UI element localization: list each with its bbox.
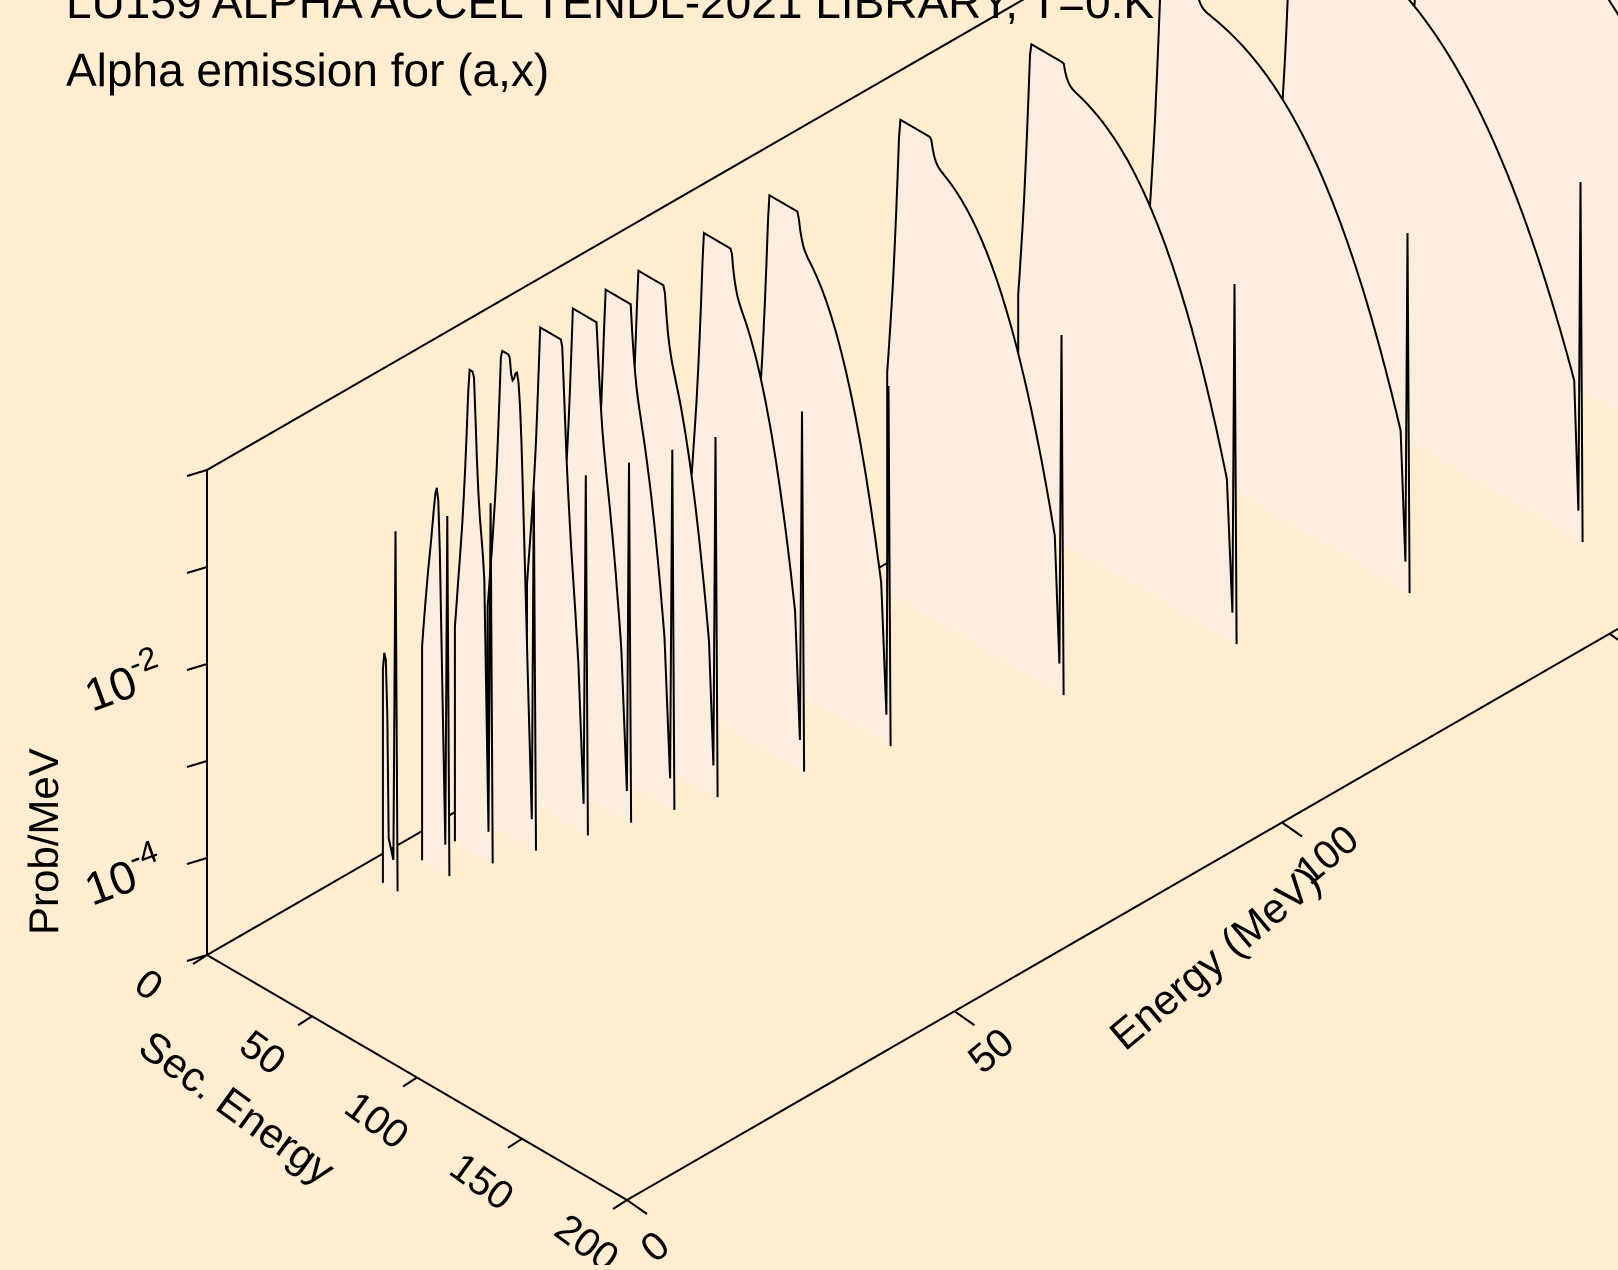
z-tick--3 — [187, 761, 207, 767]
x-tick-label-0: 0 — [127, 961, 171, 1010]
x-axis-label: Sec. Energy — [131, 1021, 344, 1194]
z-axis-label: Prob/MeV — [20, 748, 67, 935]
x-tick-label-200: 200 — [547, 1206, 627, 1265]
z-tick--1 — [187, 567, 207, 573]
y-tick-label-0: 0 — [633, 1223, 678, 1265]
y-tick-0 — [627, 1200, 647, 1214]
x-tick-200 — [613, 1200, 627, 1209]
x-tick-100 — [403, 1078, 417, 1087]
z-tick--2 — [187, 664, 207, 670]
x-tick-label-100: 100 — [337, 1083, 417, 1158]
z-tick-label: 10-2 — [75, 639, 170, 722]
chart-title: LU159 ALPHA ACCEL TENDL-2021 LIBRARY, T=… — [66, 0, 1154, 28]
z-tick-label: 10-4 — [75, 833, 170, 916]
z-tick-0 — [187, 470, 207, 476]
x-tick-label-150: 150 — [442, 1144, 522, 1219]
y-tick-100 — [1282, 823, 1302, 837]
y-tick-50 — [955, 1011, 975, 1025]
x-tick-label-50: 50 — [232, 1022, 294, 1084]
y-tick-150 — [1610, 634, 1618, 648]
y-axis-label: Energy (MeV) — [1101, 856, 1330, 1059]
y-tick-label-50: 50 — [960, 1020, 1022, 1082]
chart-subtitle: Alpha emission for (a,x) — [66, 44, 549, 96]
z-tick--4 — [187, 858, 207, 864]
x-tick-50 — [298, 1016, 312, 1025]
spectra-series — [383, 0, 1618, 891]
x-tick-150 — [508, 1139, 522, 1148]
